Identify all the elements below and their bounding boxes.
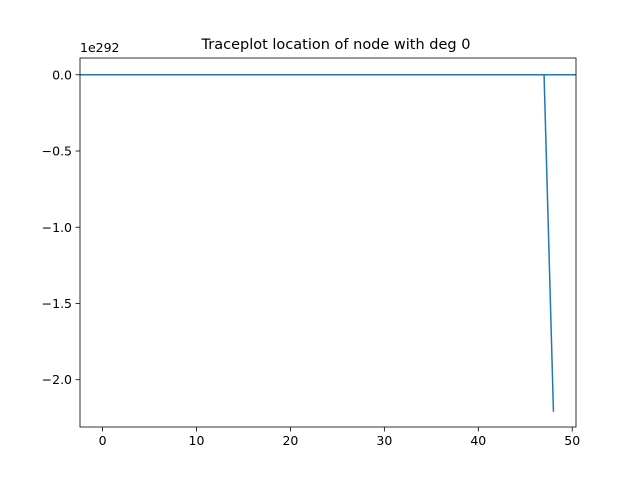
y-tick-label: −0.5 [42, 144, 72, 159]
x-tick-label: 50 [564, 433, 580, 448]
chart-title: Traceplot location of node with deg 0 [201, 37, 471, 53]
y-tick-label: −1.0 [42, 220, 72, 235]
y-tick-label: 0.0 [52, 67, 72, 82]
x-tick-label: 20 [282, 433, 298, 448]
x-tick-label: 40 [470, 433, 486, 448]
x-tick-label: 10 [189, 433, 205, 448]
series-line-0 [102, 74, 555, 412]
x-tick-label: 30 [376, 433, 392, 448]
x-tick-label: 0 [99, 433, 107, 448]
axes-frame [79, 57, 577, 428]
plot-area: 0 10 20 30 40 50 0.0 −0.5 −1.0 −1.5 −2.0 [42, 57, 580, 448]
y-tick-label: −1.5 [42, 296, 72, 311]
y-offset-label: 1e292 [80, 40, 120, 55]
y-tick-label: −2.0 [42, 372, 72, 387]
